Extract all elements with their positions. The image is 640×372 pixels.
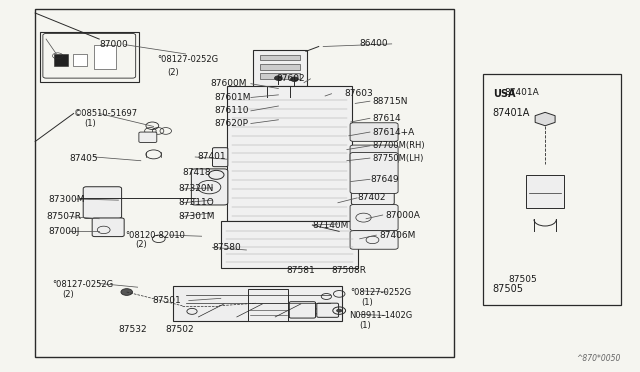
Text: °08127-0252G: °08127-0252G — [52, 280, 114, 289]
FancyBboxPatch shape — [350, 145, 398, 164]
Text: 87614+A: 87614+A — [372, 128, 415, 137]
Text: 87140M: 87140M — [312, 221, 349, 230]
Text: 87320N: 87320N — [178, 185, 213, 193]
FancyBboxPatch shape — [191, 169, 228, 205]
Text: N08911-1402G: N08911-1402G — [349, 311, 412, 320]
Circle shape — [275, 76, 282, 80]
Text: 87505: 87505 — [493, 285, 524, 294]
Text: 87000J: 87000J — [49, 227, 80, 236]
Text: 87401: 87401 — [197, 153, 226, 161]
FancyBboxPatch shape — [350, 231, 398, 249]
FancyBboxPatch shape — [351, 156, 394, 205]
Text: 88715N: 88715N — [372, 97, 408, 106]
FancyBboxPatch shape — [317, 303, 339, 317]
Text: 87614: 87614 — [372, 114, 401, 123]
Text: 876110: 876110 — [214, 106, 249, 115]
Text: 87401A: 87401A — [493, 109, 530, 118]
Text: 87600M: 87600M — [210, 79, 246, 88]
Text: 87581: 87581 — [287, 266, 316, 275]
Text: 87300M: 87300M — [49, 195, 85, 203]
Text: ©08510-51697: ©08510-51697 — [74, 109, 138, 118]
Bar — [73, 54, 87, 66]
Text: 87602: 87602 — [276, 74, 305, 83]
Text: 87301M: 87301M — [178, 212, 214, 221]
Text: (2): (2) — [63, 290, 74, 299]
FancyBboxPatch shape — [350, 205, 398, 231]
Text: (1): (1) — [362, 298, 373, 307]
Text: (1): (1) — [360, 321, 371, 330]
Bar — [94, 45, 116, 69]
Text: (2): (2) — [136, 240, 147, 249]
Text: 87603: 87603 — [344, 89, 373, 98]
Text: 87000A: 87000A — [385, 211, 420, 219]
Circle shape — [291, 77, 298, 81]
Text: ^870*0050: ^870*0050 — [577, 354, 621, 363]
Bar — [260, 64, 300, 70]
Text: 87507R: 87507R — [47, 212, 82, 221]
Text: °08120-82010: °08120-82010 — [125, 231, 185, 240]
FancyBboxPatch shape — [139, 132, 157, 142]
Bar — [248, 289, 288, 321]
Text: 87620P: 87620P — [214, 119, 248, 128]
Text: 87501: 87501 — [152, 296, 181, 305]
FancyBboxPatch shape — [289, 302, 316, 318]
Bar — [483, 74, 621, 305]
Circle shape — [337, 309, 342, 312]
Bar — [40, 32, 139, 82]
Bar — [221, 221, 358, 268]
Circle shape — [121, 289, 132, 295]
Text: 87649: 87649 — [370, 175, 399, 184]
FancyBboxPatch shape — [83, 187, 122, 218]
Text: 87502: 87502 — [165, 325, 194, 334]
Bar — [253, 50, 307, 86]
Text: °08127-0252G: °08127-0252G — [351, 288, 412, 296]
Text: 87508R: 87508R — [332, 266, 367, 275]
Bar — [526, 175, 564, 208]
Text: 87700M(RH): 87700M(RH) — [372, 141, 425, 150]
Text: 87750M(LH): 87750M(LH) — [372, 154, 424, 163]
Text: 87406M: 87406M — [379, 231, 415, 240]
Text: 87505: 87505 — [509, 275, 538, 284]
Bar — [35, 9, 454, 357]
Text: 87401A: 87401A — [504, 88, 539, 97]
Text: 87000: 87000 — [99, 40, 128, 49]
Bar — [173, 286, 342, 321]
Text: °08127-0252G: °08127-0252G — [157, 55, 218, 64]
Bar — [260, 73, 300, 79]
Text: 87311O: 87311O — [178, 198, 214, 207]
Bar — [54, 54, 68, 66]
Text: (2): (2) — [168, 68, 179, 77]
Bar — [227, 86, 352, 221]
FancyBboxPatch shape — [92, 218, 124, 237]
Text: 87402: 87402 — [357, 193, 386, 202]
FancyBboxPatch shape — [212, 148, 228, 167]
Text: (1): (1) — [84, 119, 96, 128]
FancyBboxPatch shape — [350, 123, 398, 141]
Text: 87405: 87405 — [69, 154, 98, 163]
Bar — [260, 55, 300, 60]
Text: 87601M: 87601M — [214, 93, 251, 102]
Text: 86400: 86400 — [360, 39, 388, 48]
Text: USA: USA — [493, 89, 515, 99]
Text: 87580: 87580 — [212, 243, 241, 252]
Text: 87532: 87532 — [118, 325, 147, 334]
Text: 87418: 87418 — [182, 169, 211, 177]
FancyBboxPatch shape — [350, 153, 398, 193]
